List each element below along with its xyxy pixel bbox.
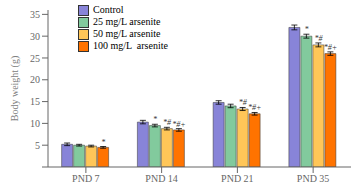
svg-text:*: * xyxy=(101,138,105,147)
svg-text:PND 14: PND 14 xyxy=(145,173,178,184)
svg-text:5: 5 xyxy=(35,140,40,151)
svg-text:*#+: *#+ xyxy=(324,43,337,52)
svg-text:30: 30 xyxy=(30,31,40,42)
svg-text:*: * xyxy=(304,25,308,34)
html-text:Control: Control xyxy=(93,4,124,15)
html-text:100 mg/L arsenite: 100 mg/L arsenite xyxy=(93,40,168,51)
svg-text:20: 20 xyxy=(30,74,40,85)
svg-text:*: * xyxy=(153,115,157,124)
svg-text:*#: *# xyxy=(239,98,248,107)
svg-text:15: 15 xyxy=(30,96,40,107)
html-text:50 mg/L arsenite: 50 mg/L arsenite xyxy=(93,28,161,39)
svg-text:10: 10 xyxy=(30,118,40,129)
svg-text:35: 35 xyxy=(30,9,40,20)
svg-text:PND 21: PND 21 xyxy=(221,173,254,184)
svg-text:Body weight (g): Body weight (g) xyxy=(9,56,21,122)
svg-text:25: 25 xyxy=(30,53,40,64)
svg-text:*#: *# xyxy=(314,34,323,43)
svg-text:*#: *# xyxy=(163,118,172,127)
html-text:25 mg/L arsenite: 25 mg/L arsenite xyxy=(93,16,161,27)
svg-text:PND 35: PND 35 xyxy=(297,173,330,184)
svg-text:*#+: *#+ xyxy=(172,120,185,129)
svg-text:PND 7: PND 7 xyxy=(72,173,100,184)
svg-text:*#+: *#+ xyxy=(248,103,261,112)
